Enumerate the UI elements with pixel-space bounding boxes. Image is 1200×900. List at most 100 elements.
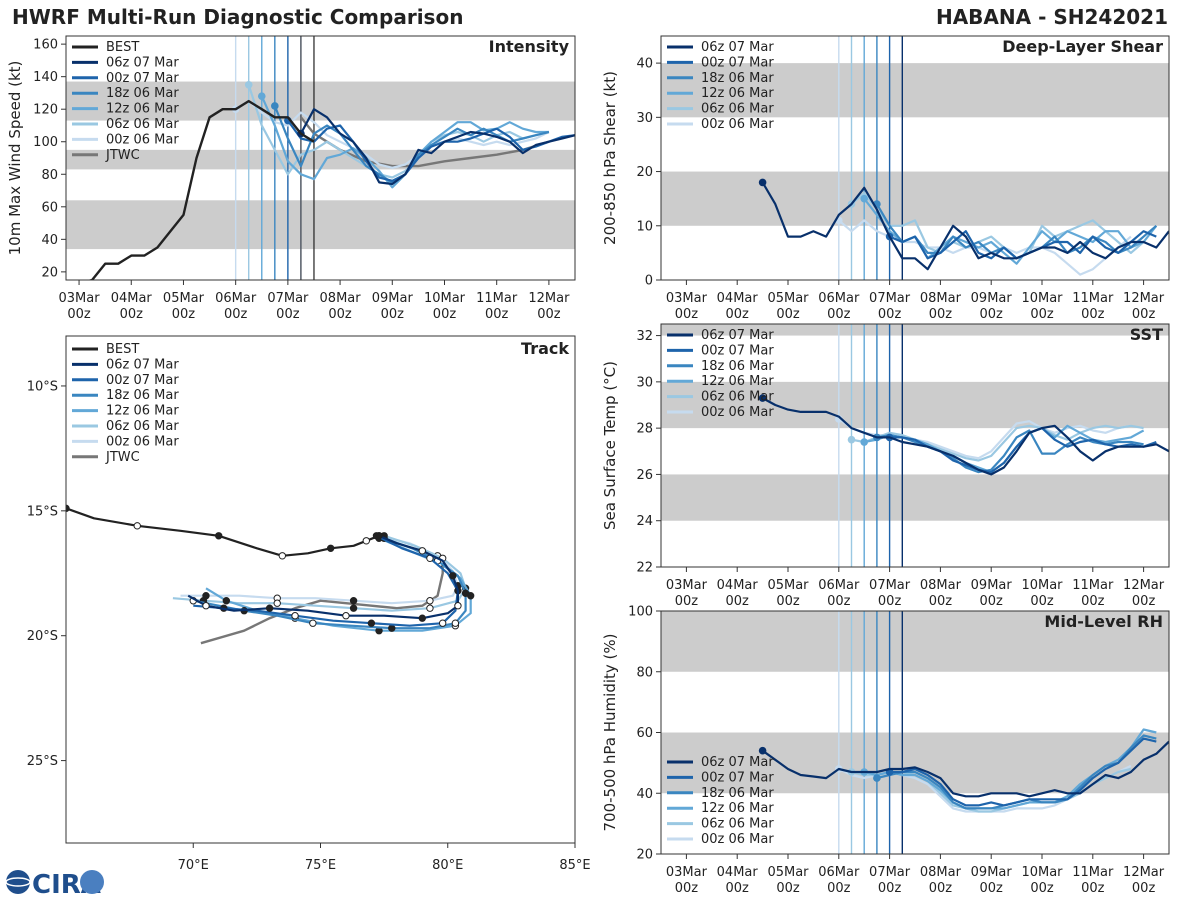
rh-xtick-hour: 00z [675, 881, 699, 896]
sst-xtick-day: 03Mar [666, 578, 708, 593]
intensity-xtick-day: 10Mar [424, 291, 466, 306]
intensity-xtick-day: 12Mar [528, 291, 570, 306]
sst-legend-label: 18z 06 Mar [701, 359, 774, 374]
track-xtick-label: 80°E [432, 858, 463, 873]
track-run-marker [291, 612, 299, 620]
track-run-marker [461, 589, 470, 597]
track-run-marker [418, 547, 426, 555]
intensity-legend-label: 06z 07 Mar [106, 55, 179, 70]
track-xtick-label: 70°E [178, 858, 209, 873]
rh-legend-label: 00z 07 Mar [701, 770, 774, 785]
track-run-marker [438, 619, 447, 627]
sst-legend-label: 00z 06 Mar [701, 405, 774, 420]
intensity-xtick-hour: 00z [433, 307, 457, 322]
intensity-panel-title: Intensity [489, 37, 570, 56]
rh-xtick-hour: 00z [726, 881, 750, 896]
shear-xtick-hour: 00z [675, 307, 699, 322]
intensity-legend-label: 12z 06 Mar [106, 102, 179, 117]
shear-xtick-day: 08Mar [920, 291, 962, 306]
sst-gray-band [661, 324, 1169, 336]
globe-icon [6, 870, 30, 894]
intensity-run-line [247, 84, 550, 179]
intensity-xtick-hour: 00z [67, 307, 91, 322]
track-xtick-label: 85°E [559, 858, 590, 873]
track-run-marker [349, 604, 358, 612]
shear-gray-band [661, 171, 1169, 226]
track-ytick-label: 10°S [27, 379, 58, 394]
shear-xtick-day: 04Mar [717, 291, 759, 306]
sst-ytick-label: 22 [636, 561, 653, 576]
cira-logo: CIRA [5, 870, 104, 900]
shear-run-init-marker [860, 194, 868, 203]
rh-ytick-label: 60 [636, 726, 653, 741]
rh-panel: 2040608010003Mar00z04Mar00z05Mar00z06Mar… [601, 605, 1170, 896]
track-run-marker [222, 597, 231, 605]
track-run-line [193, 537, 467, 630]
intensity-jtwc-line [299, 116, 550, 168]
track-legend-label: 18z 06 Mar [106, 388, 179, 403]
rh-xtick-hour: 00z [776, 881, 800, 896]
rh-legend-label: 06z 06 Mar [701, 817, 774, 832]
sst-xtick-hour: 00z [726, 594, 750, 609]
track-best-marker [215, 532, 223, 540]
sst-frame [660, 323, 1170, 568]
shear-xtick-day: 09Mar [971, 291, 1013, 306]
intensity-ytick-label: 120 [33, 103, 58, 118]
intensity-xtick-hour: 00z [172, 307, 196, 322]
rh-xtick-day: 08Mar [920, 865, 962, 880]
sst-xtick-hour: 00z [827, 594, 851, 609]
intensity-xtick-day: 09Mar [372, 291, 414, 306]
track-jtwc-line [200, 558, 444, 645]
track-run-marker [265, 604, 274, 612]
intensity-gray-band [66, 200, 575, 250]
shear-legend-label: 00z 06 Mar [701, 117, 774, 132]
sst-gray-band [661, 474, 1169, 521]
rh-ytick-label: 80 [636, 665, 653, 680]
intensity-xtick-day: 04Mar [111, 291, 153, 306]
rh-xtick-day: 04Mar [717, 865, 759, 880]
shear-ytick-label: 30 [636, 111, 653, 126]
track-panel-title: Track [521, 339, 569, 358]
rh-xtick-hour: 00z [1132, 881, 1156, 896]
track-run-marker [367, 619, 376, 627]
intensity-ytick-label: 60 [41, 200, 58, 215]
figure-title-right: HABANA - SH242021 [936, 5, 1168, 29]
rh-legend-label: 12z 06 Mar [701, 801, 774, 816]
shear-legend-label: 00z 07 Mar [701, 55, 774, 70]
shear-xtick-hour: 00z [726, 307, 750, 322]
intensity-xtick-hour: 00z [276, 307, 300, 322]
rh-legend-label: 18z 06 Mar [701, 786, 774, 801]
track-legend-label: 12z 06 Mar [106, 404, 179, 419]
sst-ylabel: Sea Surface Temp (°C) [601, 361, 619, 530]
shear-gray-band [661, 63, 1169, 118]
intensity-xtick-day: 05Mar [163, 291, 205, 306]
sst-run-init-marker [860, 438, 868, 446]
rh-xtick-hour: 00z [1030, 881, 1054, 896]
shear-xtick-day: 05Mar [767, 291, 809, 306]
intensity-legend-label: 18z 06 Mar [106, 86, 179, 101]
intensity-ytick-label: 40 [41, 233, 58, 248]
intensity-ytick-label: 80 [41, 168, 58, 183]
track-ytick-label: 20°S [27, 629, 58, 644]
rh-run-line [889, 737, 1157, 807]
track-run-marker [449, 572, 457, 580]
intensity-xtick-hour: 00z [485, 307, 509, 322]
intensity-best-line [87, 99, 315, 280]
rh-xtick-day: 09Mar [971, 865, 1013, 880]
track-run-marker [342, 612, 350, 620]
rh-legend-label: 06z 07 Mar [701, 755, 774, 770]
rh-gray-band [661, 611, 1169, 672]
intensity-panel: 2040608010012014016003Mar00z04Mar00z05Ma… [6, 35, 576, 322]
rh-xtick-hour: 00z [980, 881, 1004, 896]
intensity-run-init-marker [244, 81, 253, 89]
sst-legend-label: 06z 07 Mar [701, 328, 774, 343]
sst-xtick-day: 08Mar [920, 578, 962, 593]
track-run-marker [418, 614, 426, 622]
intensity-legend-label: BEST [106, 40, 139, 55]
track-ytick-label: 15°S [27, 504, 58, 519]
shear-xtick-day: 03Mar [666, 291, 708, 306]
track-best-marker [133, 522, 141, 530]
rh-xtick-day: 12Mar [1123, 865, 1165, 880]
rh-xtick-day: 11Mar [1072, 865, 1114, 880]
